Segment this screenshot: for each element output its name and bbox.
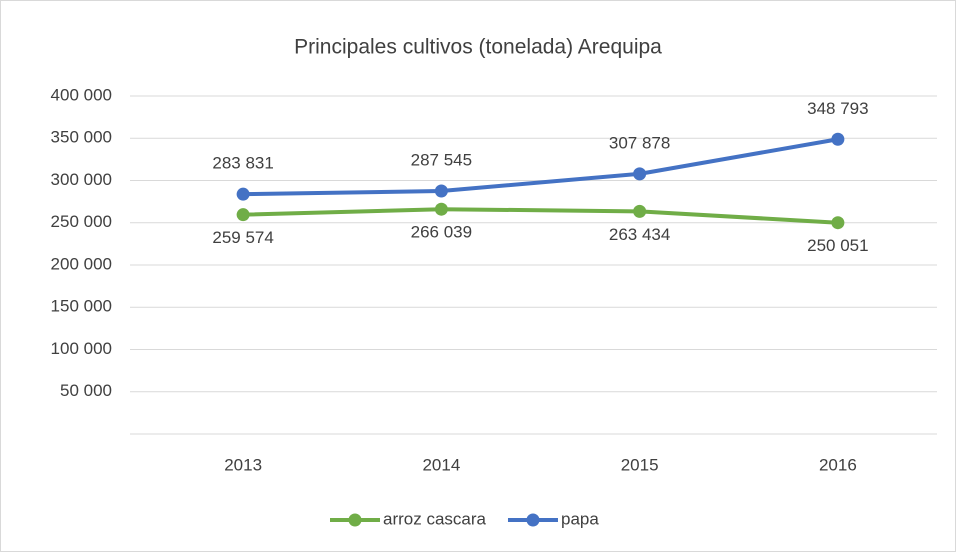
point-marker: [633, 204, 647, 218]
y-tick-label: 50 000: [60, 381, 112, 400]
series-line: [241, 137, 840, 197]
y-tick-label: 300 000: [51, 170, 112, 189]
point-marker: [236, 208, 250, 222]
point-marker: [831, 216, 845, 230]
data-label: 283 831: [212, 154, 273, 173]
y-tick-label: 150 000: [51, 297, 112, 316]
point-marker: [434, 184, 448, 198]
point-marker: [831, 132, 845, 146]
legend-label: papa: [561, 509, 599, 528]
y-tick-label: 250 000: [51, 212, 112, 231]
data-label: 287 545: [411, 151, 472, 170]
point-marker: [633, 167, 647, 181]
y-tick-label: 400 000: [51, 85, 112, 104]
data-label: 266 039: [411, 223, 472, 242]
point-marker: [236, 187, 250, 201]
x-tick-label: 2015: [621, 455, 659, 474]
data-label: 259 574: [212, 228, 273, 247]
y-tick-label: 100 000: [51, 339, 112, 358]
point-marker: [434, 202, 448, 216]
chart-title: Principales cultivos (tonelada) Arequipa: [294, 36, 662, 59]
data-label: 250 051: [807, 236, 868, 255]
series-line: [241, 207, 840, 225]
data-label: 307 878: [609, 133, 670, 152]
x-tick-label: 2013: [224, 455, 262, 474]
legend-marker: [526, 513, 540, 527]
data-label: 348 793: [807, 99, 868, 118]
y-tick-label: 350 000: [51, 128, 112, 147]
data-label: 263 434: [609, 225, 670, 244]
x-tick-label: 2014: [422, 455, 460, 474]
y-tick-label: 200 000: [51, 254, 112, 273]
legend-marker: [348, 513, 362, 527]
legend-label: arroz cascara: [383, 509, 487, 528]
x-tick-label: 2016: [819, 455, 857, 474]
